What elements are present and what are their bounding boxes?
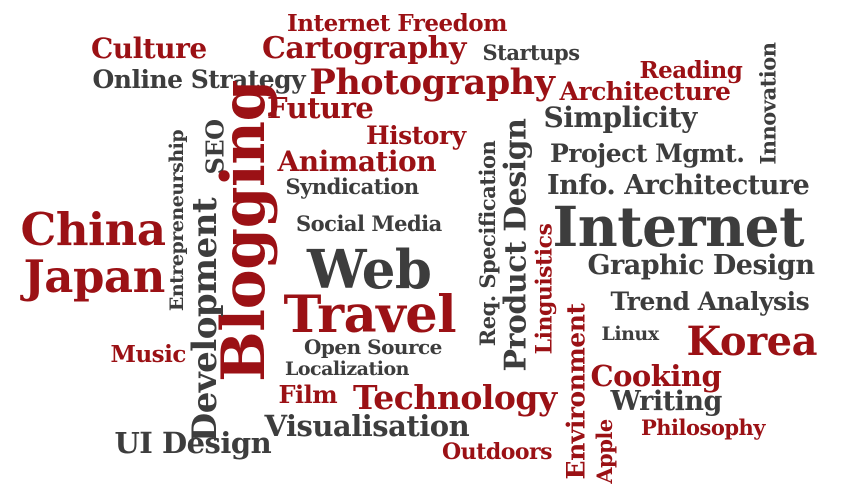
word-project-mgmt: Project Mgmt. (550, 138, 745, 168)
word-req-specification: Req. Specification (474, 140, 500, 346)
word-simplicity: Simplicity (543, 101, 698, 134)
word-ui-design: UI Design (114, 425, 272, 460)
word-innovation: Innovation (755, 41, 781, 165)
word-architecture: Architecture (559, 76, 731, 106)
word-localization: Localization (285, 357, 409, 380)
word-internet-freedom: Internet Freedom (287, 9, 507, 37)
word-film: Film (278, 380, 338, 409)
word-product-design: Product Design (497, 118, 533, 372)
word-japan: Japan (23, 249, 166, 303)
word-trend-analysis: Trend Analysis (610, 286, 810, 316)
word-technology: Technology (353, 377, 557, 417)
word-online-strategy: Online Strategy (92, 64, 306, 94)
word-writing: Writing (610, 385, 723, 417)
word-outdoors: Outdoors (442, 439, 553, 465)
word-music: Music (110, 340, 187, 368)
word-future: Future (267, 90, 374, 125)
word-web: Web (307, 238, 432, 301)
word-social-media: Social Media (296, 210, 442, 236)
word-syndication: Syndication (285, 173, 420, 199)
word-linux: Linux (601, 322, 660, 345)
word-korea: Korea (686, 318, 818, 365)
word-development: Development (185, 197, 226, 443)
word-reading: Reading (639, 56, 743, 84)
word-culture: Culture (91, 32, 207, 65)
word-china: China (20, 202, 167, 256)
word-cooking: Cooking (590, 358, 722, 393)
word-history: History (366, 120, 466, 150)
word-environment: Environment (561, 303, 591, 479)
word-graphic-design: Graphic Design (587, 249, 815, 281)
word-info-architecture: Info. Architecture (547, 169, 810, 201)
word-philosophy: Philosophy (641, 414, 766, 440)
word-cartography: Cartography (262, 31, 466, 66)
word-travel: Travel (283, 284, 457, 345)
word-photography: Photography (309, 61, 555, 103)
word-open-source: Open Source (304, 335, 442, 359)
word-entrepreneurship: Entrepreneurship (165, 129, 188, 311)
word-visualisation: Visualisation (264, 408, 470, 443)
word-startups: Startups (482, 39, 581, 65)
word-animation: Animation (277, 145, 437, 178)
word-apple: Apple (591, 418, 617, 484)
word-internet: Internet (552, 193, 805, 259)
